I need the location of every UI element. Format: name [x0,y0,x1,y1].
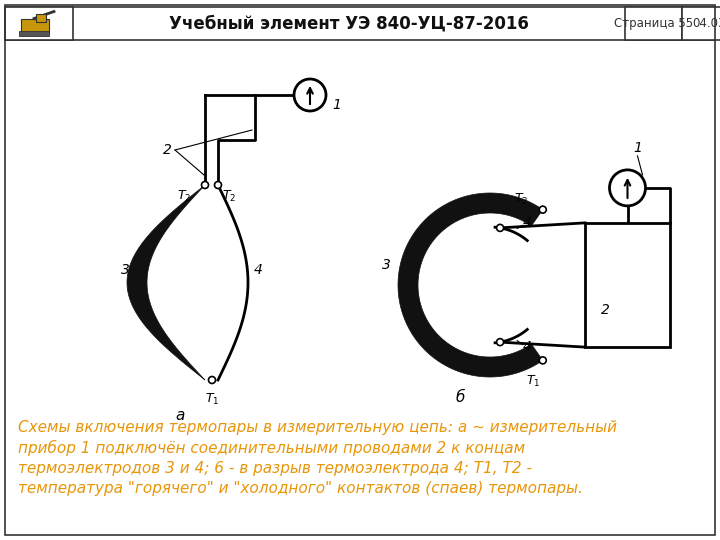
Text: Учебный элемент УЭ 840-УЦ-87-2016: Учебный элемент УЭ 840-УЦ-87-2016 [169,15,529,32]
Text: Схемы включения термопары в измерительную цепь: а ~ измерительный
прибор 1 подкл: Схемы включения термопары в измерительну… [18,420,617,496]
Text: $T_1$: $T_1$ [204,392,219,407]
Circle shape [215,181,222,188]
Circle shape [539,357,546,364]
Circle shape [497,339,503,346]
Text: 3: 3 [120,263,130,277]
Text: 4: 4 [523,217,531,231]
Text: 1: 1 [633,141,642,155]
Circle shape [294,79,326,111]
Text: а: а [175,408,185,423]
Polygon shape [127,185,205,380]
Text: $T_2$: $T_2$ [176,189,191,204]
Text: 2: 2 [600,303,609,317]
Circle shape [539,206,546,213]
Bar [21,18,49,32]
Circle shape [610,170,646,206]
Text: б: б [455,390,464,406]
Bar [5,7,715,40]
Circle shape [497,225,503,231]
Text: 4: 4 [523,340,531,354]
Text: 1: 1 [332,98,341,112]
Text: 2: 2 [163,143,171,157]
Circle shape [202,181,209,188]
Bar [36,14,46,22]
Text: 3: 3 [382,258,390,272]
Bar [585,223,670,347]
Bar [19,30,49,36]
Polygon shape [398,193,543,377]
Text: $T_2$: $T_2$ [513,192,528,207]
Bar [682,7,720,40]
Text: $T_2$: $T_2$ [222,189,236,204]
Circle shape [209,376,215,383]
Text: $T_1$: $T_1$ [526,374,540,389]
Text: Страница 55: Страница 55 [614,17,693,30]
Bar [625,7,682,40]
Text: 04.03.2016: 04.03.2016 [693,17,720,30]
Bar [5,7,73,40]
Text: 4: 4 [253,263,262,277]
